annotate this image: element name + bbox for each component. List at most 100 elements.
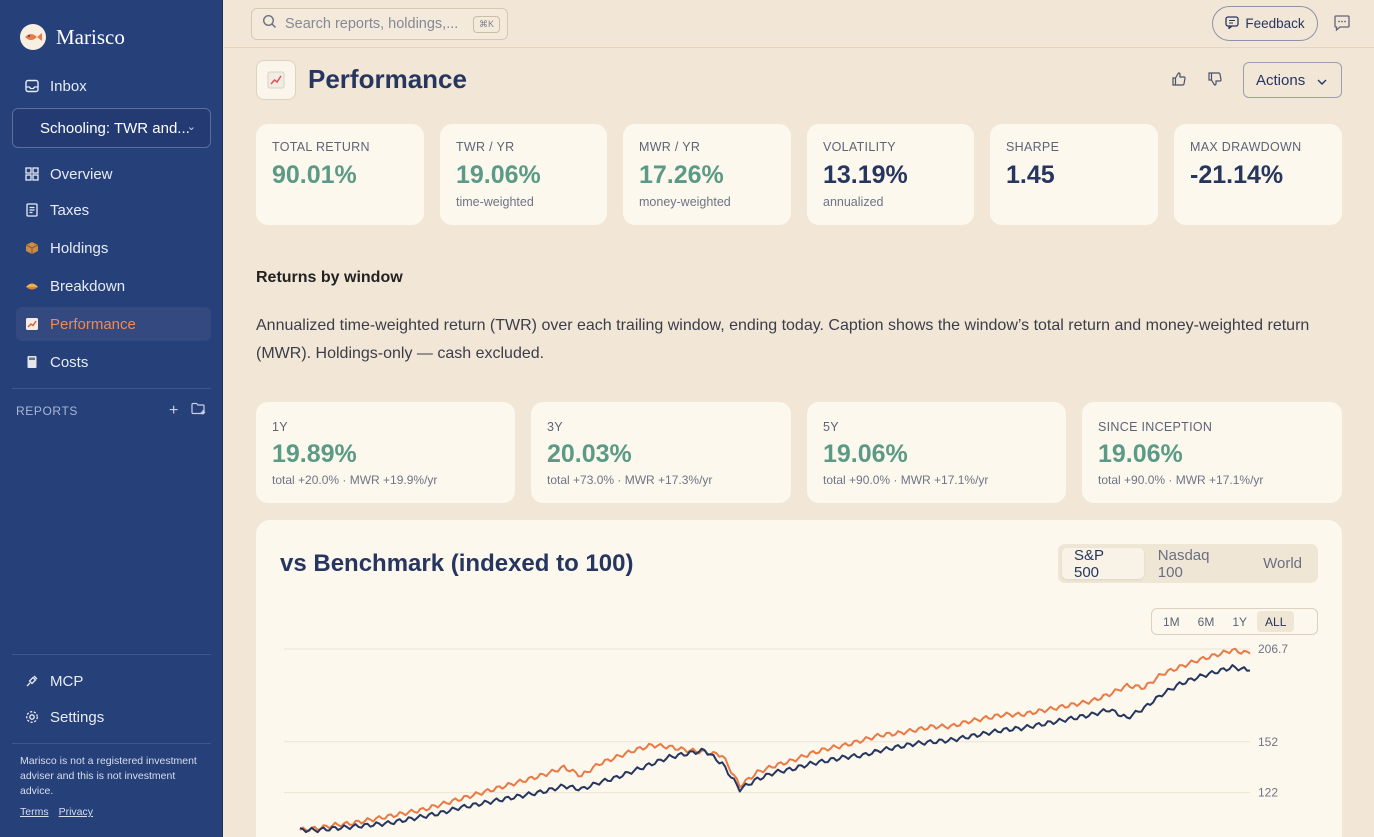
privacy-link[interactable]: Privacy	[58, 806, 94, 818]
metric-label: TOTAL RETURN	[272, 140, 370, 154]
sidebar: Marisco Inbox Schooling: TWR and... ⌄ Ov…	[0, 0, 223, 837]
sidebar-item-label: Settings	[50, 708, 105, 726]
window-caption: total +90.0% · MWR +17.1%/yr	[823, 473, 989, 487]
metric-card-max-drawdown: MAX DRAWDOWN -21.14%	[1174, 124, 1342, 225]
metric-value: 1.45	[1006, 161, 1055, 189]
sidebar-item-mcp[interactable]: MCP	[16, 664, 211, 698]
sidebar-item-inbox[interactable]: Inbox	[16, 69, 211, 103]
metric-label: VOLATILITY	[823, 140, 896, 154]
range-6m[interactable]: 6M	[1197, 614, 1215, 629]
metric-value: 17.26%	[639, 161, 724, 189]
page-title: Performance	[308, 64, 467, 94]
divider	[12, 388, 211, 389]
benchmark-option-sp500[interactable]: S&P 500	[1062, 547, 1144, 581]
metric-value: 90.01%	[272, 161, 357, 189]
brand[interactable]: Marisco	[20, 24, 125, 50]
sidebar-item-holdings[interactable]: Holdings	[16, 231, 211, 265]
range-selector: 1M 6M 1Y ALL	[1151, 608, 1318, 635]
divider	[12, 654, 211, 655]
divider	[12, 743, 211, 744]
metric-sub: money-weighted	[639, 195, 731, 209]
sidebar-item-label: Performance	[50, 315, 136, 333]
window-card-since-inception: SINCE INCEPTION 19.06% total +90.0% · MW…	[1082, 402, 1342, 503]
actions-label: Actions	[1256, 71, 1306, 89]
metric-label: SHARPE	[1006, 140, 1060, 154]
plug-icon	[24, 673, 40, 689]
search-box[interactable]: ⌘K	[251, 8, 508, 40]
metric-value: 19.06%	[456, 161, 541, 189]
reports-heading: REPORTS +	[16, 402, 206, 420]
chart-icon	[24, 316, 40, 332]
brand-name: Marisco	[56, 24, 125, 49]
metric-sub: annualized	[823, 195, 884, 209]
metric-label: MWR / YR	[639, 140, 701, 154]
thumbs-up-icon[interactable]	[1171, 71, 1187, 92]
chart-icon	[256, 60, 296, 100]
chevron-down-icon	[1317, 72, 1327, 89]
section-description: Annualized time-weighted return (TWR) ov…	[256, 317, 1310, 362]
window-card-3y: 3Y 20.03% total +73.0% · MWR +17.3%/yr	[531, 402, 791, 503]
sidebar-item-label: Inbox	[50, 77, 87, 95]
sidebar-item-breakdown[interactable]: Breakdown	[16, 269, 211, 303]
terms-link[interactable]: Terms	[20, 806, 49, 818]
metric-label: MAX DRAWDOWN	[1190, 140, 1302, 154]
report-selector[interactable]: Schooling: TWR and... ⌄	[12, 108, 211, 148]
actions-button[interactable]: Actions	[1243, 62, 1342, 98]
window-value: 19.06%	[823, 440, 908, 468]
window-label: 5Y	[823, 420, 839, 434]
calculator-icon	[24, 354, 40, 370]
chat-icon[interactable]	[1333, 14, 1351, 37]
feedback-button[interactable]: Feedback	[1212, 6, 1318, 41]
benchmark-panel: vs Benchmark (indexed to 100) S&P 500 Na…	[256, 520, 1342, 837]
thumbs-down-icon[interactable]	[1207, 71, 1223, 92]
search-input[interactable]	[285, 16, 465, 32]
legal-links: Terms Privacy	[20, 806, 93, 818]
pie-icon	[24, 278, 40, 294]
series-line-benchmark	[299, 664, 1251, 834]
search-icon	[262, 14, 277, 34]
sidebar-item-settings[interactable]: Settings	[16, 700, 211, 734]
series-line-portfolio	[299, 647, 1251, 833]
metric-value: -21.14%	[1190, 161, 1284, 189]
section-title: Returns by window	[256, 269, 403, 286]
sidebar-item-label: Costs	[50, 353, 89, 371]
reports-heading-label: REPORTS	[16, 404, 78, 418]
sidebar-item-label: Breakdown	[50, 277, 126, 295]
benchmark-chart: 206.7 152 122	[284, 642, 1288, 834]
metric-card-twr: TWR / YR 19.06% time-weighted	[440, 124, 607, 225]
benchmark-option-nasdaq100[interactable]: Nasdaq 100	[1157, 546, 1210, 581]
sidebar-item-costs[interactable]: Costs	[16, 345, 211, 379]
receipt-icon	[24, 202, 40, 218]
metric-value: 13.19%	[823, 161, 908, 189]
range-all[interactable]: ALL	[1257, 611, 1295, 632]
window-caption: total +90.0% · MWR +17.1%/yr	[1098, 473, 1264, 487]
y-tick-label: 122	[1258, 786, 1278, 800]
sidebar-item-taxes[interactable]: Taxes	[16, 193, 211, 227]
metric-card-mwr: MWR / YR 17.26% money-weighted	[623, 124, 791, 225]
inbox-icon	[24, 78, 40, 94]
fish-logo-icon	[20, 24, 46, 50]
window-label: 1Y	[272, 420, 288, 434]
grid-icon	[24, 166, 40, 182]
benchmark-option-world[interactable]: World	[1263, 555, 1302, 572]
sidebar-item-label: Holdings	[50, 239, 109, 257]
chevron-down-icon: ⌄	[186, 121, 196, 133]
y-tick-label: 206.7	[1258, 642, 1288, 656]
sidebar-item-label: Overview	[50, 165, 113, 183]
report-selector-value: Schooling: TWR and...	[40, 119, 190, 137]
window-label: SINCE INCEPTION	[1098, 420, 1213, 434]
disclaimer: Marisco is not a registered investment a…	[20, 755, 197, 797]
sidebar-item-performance[interactable]: Performance	[16, 307, 211, 341]
sidebar-item-label: MCP	[50, 672, 84, 690]
topbar: ⌘K Feedback	[224, 0, 1374, 48]
sidebar-item-label: Taxes	[50, 201, 90, 219]
new-folder-icon[interactable]	[191, 402, 206, 420]
metric-sub: time-weighted	[456, 195, 534, 209]
range-1y[interactable]: 1Y	[1232, 614, 1248, 629]
metric-card-total-return: TOTAL RETURN 90.01%	[256, 124, 424, 225]
y-tick-label: 152	[1258, 735, 1278, 749]
add-report-icon[interactable]: +	[169, 402, 179, 419]
window-label: 3Y	[547, 420, 563, 434]
sidebar-item-overview[interactable]: Overview	[16, 157, 211, 191]
range-1m[interactable]: 1M	[1163, 614, 1180, 629]
